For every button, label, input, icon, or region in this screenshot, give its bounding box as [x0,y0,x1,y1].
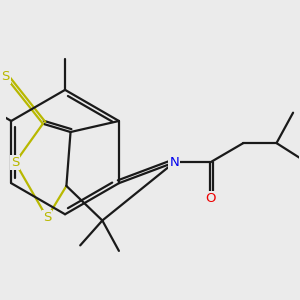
Text: O: O [205,192,215,205]
Text: S: S [43,211,51,224]
Text: S: S [11,156,20,169]
Text: S: S [2,70,10,83]
Text: N: N [169,156,179,169]
